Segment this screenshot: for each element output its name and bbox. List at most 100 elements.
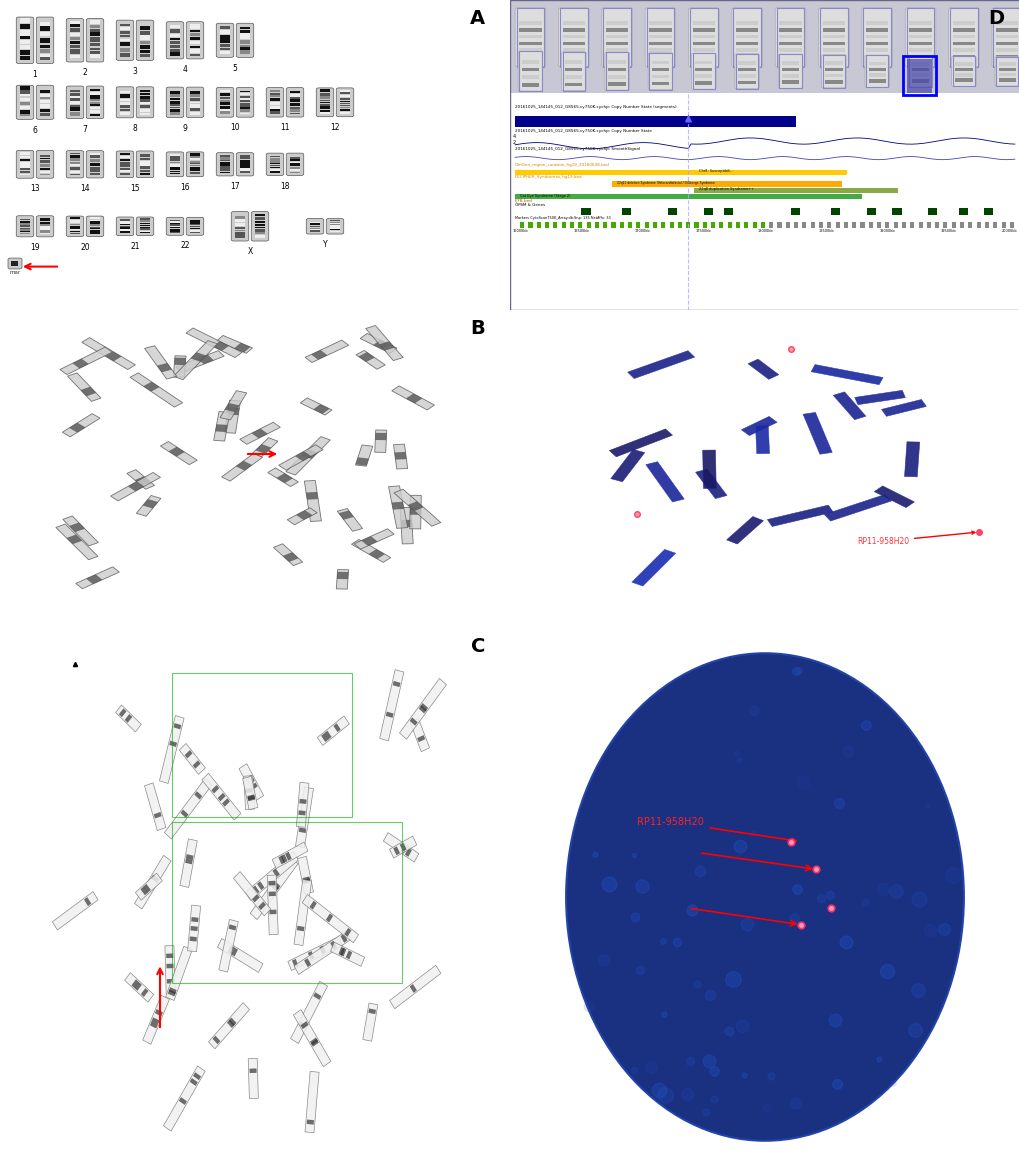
Polygon shape bbox=[269, 910, 276, 915]
Bar bbox=[909, 222, 913, 228]
Bar bbox=[339, 109, 350, 110]
Polygon shape bbox=[248, 795, 255, 802]
Polygon shape bbox=[130, 373, 182, 407]
Bar bbox=[19, 170, 31, 173]
FancyBboxPatch shape bbox=[166, 217, 183, 235]
Polygon shape bbox=[135, 477, 151, 486]
Bar bbox=[119, 96, 130, 97]
Polygon shape bbox=[354, 528, 393, 549]
Bar bbox=[289, 163, 300, 164]
Bar bbox=[586, 222, 590, 228]
FancyBboxPatch shape bbox=[66, 19, 84, 62]
Polygon shape bbox=[272, 842, 308, 869]
Polygon shape bbox=[168, 447, 184, 457]
FancyBboxPatch shape bbox=[821, 55, 846, 88]
Bar bbox=[119, 170, 130, 173]
Text: 22q8 duplication Syndrome++: 22q8 duplication Syndrome++ bbox=[698, 188, 753, 191]
Polygon shape bbox=[391, 386, 434, 410]
Bar bbox=[289, 100, 300, 102]
Bar bbox=[190, 153, 200, 156]
Bar bbox=[219, 157, 230, 160]
Bar bbox=[782, 61, 799, 65]
Bar bbox=[190, 225, 200, 228]
Text: C: C bbox=[470, 636, 484, 655]
Bar bbox=[219, 109, 230, 110]
Bar bbox=[140, 100, 150, 102]
Bar bbox=[289, 109, 300, 113]
Text: 18000kb: 18000kb bbox=[756, 229, 772, 234]
Bar bbox=[169, 38, 180, 40]
Bar bbox=[19, 174, 31, 175]
FancyBboxPatch shape bbox=[166, 151, 183, 177]
Polygon shape bbox=[389, 965, 440, 1008]
Polygon shape bbox=[299, 828, 306, 834]
FancyBboxPatch shape bbox=[306, 218, 323, 234]
Bar bbox=[140, 221, 150, 222]
Bar bbox=[865, 48, 888, 52]
Polygon shape bbox=[268, 891, 275, 896]
Polygon shape bbox=[169, 741, 177, 747]
Bar bbox=[190, 171, 200, 174]
Bar bbox=[90, 52, 100, 54]
Polygon shape bbox=[234, 343, 250, 352]
FancyBboxPatch shape bbox=[991, 8, 1019, 67]
Polygon shape bbox=[298, 810, 306, 816]
Bar bbox=[289, 171, 300, 173]
Bar bbox=[40, 234, 50, 235]
FancyBboxPatch shape bbox=[251, 211, 268, 241]
FancyBboxPatch shape bbox=[951, 56, 975, 87]
Polygon shape bbox=[247, 795, 255, 801]
Text: 22: 22 bbox=[180, 242, 190, 250]
Bar bbox=[90, 169, 100, 173]
Polygon shape bbox=[226, 1019, 234, 1028]
Polygon shape bbox=[235, 461, 252, 471]
FancyBboxPatch shape bbox=[66, 150, 84, 178]
Polygon shape bbox=[252, 895, 260, 903]
Bar bbox=[19, 45, 31, 49]
FancyBboxPatch shape bbox=[906, 59, 931, 93]
Bar bbox=[269, 169, 280, 170]
Polygon shape bbox=[105, 351, 121, 362]
Bar bbox=[339, 103, 350, 104]
Text: 20161025_144145_012_G8565.cy750K.cychp: Copy Number State (segments): 20161025_144145_012_G8565.cy750K.cychp: … bbox=[515, 106, 676, 109]
Polygon shape bbox=[293, 879, 312, 945]
Bar bbox=[955, 73, 972, 76]
Bar bbox=[678, 222, 682, 228]
Polygon shape bbox=[247, 777, 255, 785]
Polygon shape bbox=[345, 951, 352, 959]
Bar bbox=[234, 235, 245, 238]
Bar bbox=[255, 224, 265, 227]
Bar bbox=[119, 27, 130, 31]
Bar bbox=[119, 113, 130, 115]
Bar bbox=[119, 48, 130, 52]
Text: 5: 5 bbox=[232, 63, 237, 73]
Bar bbox=[824, 68, 842, 72]
Polygon shape bbox=[163, 1066, 205, 1131]
Bar bbox=[190, 104, 200, 108]
Bar bbox=[255, 214, 265, 216]
Polygon shape bbox=[62, 413, 100, 437]
Polygon shape bbox=[631, 549, 675, 586]
Bar bbox=[810, 222, 814, 228]
Polygon shape bbox=[287, 508, 317, 525]
Text: B: B bbox=[470, 319, 484, 338]
FancyBboxPatch shape bbox=[87, 150, 104, 178]
FancyBboxPatch shape bbox=[116, 217, 133, 236]
Text: 16500kb: 16500kb bbox=[573, 229, 589, 234]
FancyBboxPatch shape bbox=[864, 55, 889, 87]
Bar bbox=[996, 55, 1018, 59]
Bar bbox=[269, 95, 280, 97]
Bar bbox=[692, 28, 714, 32]
Bar bbox=[605, 55, 628, 59]
FancyBboxPatch shape bbox=[16, 18, 34, 63]
Bar bbox=[69, 231, 81, 232]
Bar bbox=[868, 80, 886, 83]
Bar bbox=[718, 222, 722, 228]
Bar bbox=[993, 222, 997, 228]
Bar bbox=[11, 261, 18, 265]
Bar bbox=[119, 231, 130, 234]
Polygon shape bbox=[273, 544, 303, 566]
Bar bbox=[310, 222, 320, 223]
Polygon shape bbox=[191, 917, 199, 923]
Bar bbox=[868, 74, 886, 77]
